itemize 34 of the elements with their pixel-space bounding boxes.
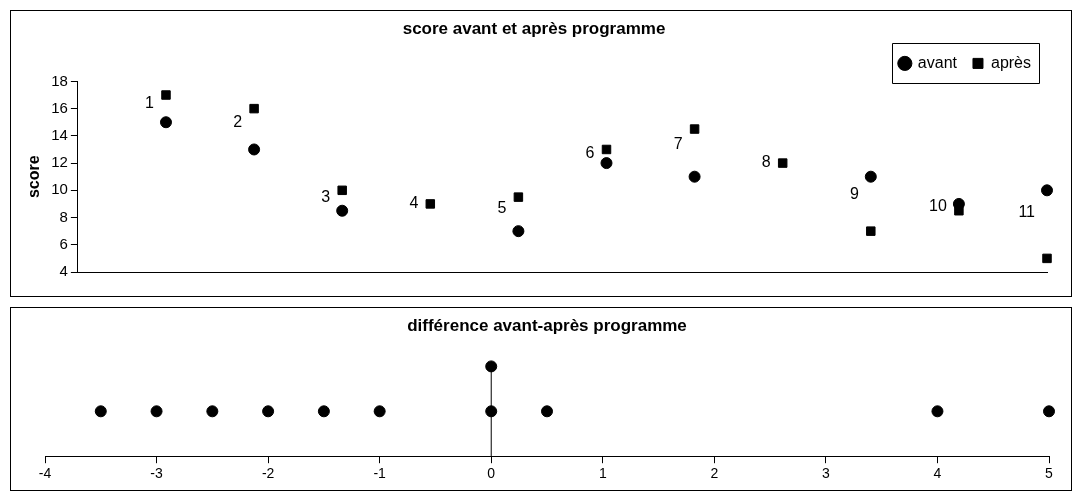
y-tick-label: 18	[51, 71, 68, 89]
y-tick-label: 14	[51, 126, 68, 143]
legend-label: avant	[917, 53, 958, 71]
x-tick-label: -2	[261, 465, 275, 482]
x-tick-label: 3	[821, 465, 830, 482]
y-tick-label: 4	[59, 262, 68, 280]
x-tick-label: 4	[933, 465, 942, 482]
legend-label: après	[990, 53, 1032, 71]
category-label: 5	[497, 198, 507, 216]
y-tick-label: 6	[59, 234, 68, 252]
x-tick-label: -3	[150, 465, 163, 482]
category-label: 2	[233, 112, 243, 130]
category-label: 9	[849, 185, 859, 203]
category-label: 4	[409, 194, 419, 212]
y-axis-title: score	[25, 155, 43, 199]
category-label: 8	[761, 153, 771, 171]
category-label: 6	[585, 144, 595, 162]
chart-title: score avant et après programme	[402, 18, 666, 38]
y-tick-label: 16	[51, 98, 68, 116]
category-label: 7	[673, 135, 683, 153]
x-tick-label: 5	[1045, 465, 1054, 482]
y-tick-label: 10	[51, 180, 68, 198]
y-tick-label: 12	[51, 153, 68, 171]
y-tick-label: 8	[59, 207, 68, 225]
category-label: 10	[929, 196, 947, 214]
category-label: 1	[145, 94, 154, 112]
x-tick-label: 1	[598, 465, 607, 482]
category-label: 3	[321, 187, 331, 205]
x-tick-label: -1	[373, 465, 387, 482]
x-tick-label: 0	[487, 465, 496, 482]
category-label: 11	[1018, 203, 1035, 221]
x-tick-label: -4	[38, 465, 52, 482]
x-tick-label: 2	[710, 465, 719, 482]
chart-title: différence avant-après programme	[407, 315, 687, 335]
